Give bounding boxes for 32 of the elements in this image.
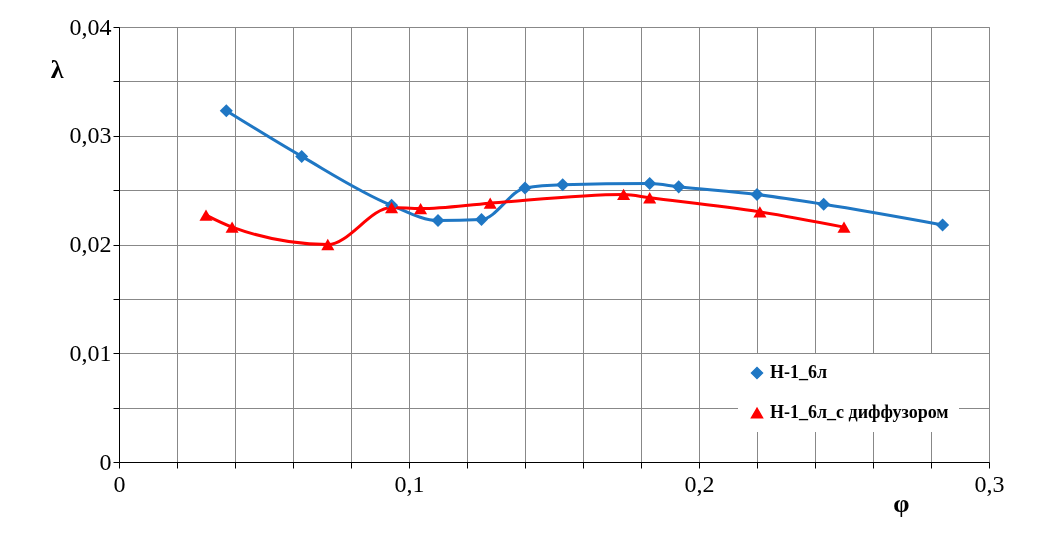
point bbox=[474, 212, 489, 227]
y-tick-label: 0,04 bbox=[69, 13, 112, 40]
y-tick-label: 0,03 bbox=[69, 122, 112, 149]
x-axis-title: φ bbox=[893, 488, 910, 518]
point bbox=[219, 104, 233, 118]
y-tick-label: 0,01 bbox=[69, 339, 112, 366]
point bbox=[672, 180, 686, 194]
point bbox=[750, 187, 764, 201]
point bbox=[483, 197, 497, 209]
point bbox=[556, 178, 570, 192]
x-tick-label: 0,3 bbox=[974, 470, 1005, 497]
x-tick-label: 0,1 bbox=[394, 470, 425, 497]
point bbox=[199, 209, 213, 221]
x-tick-label: 0,2 bbox=[684, 470, 715, 497]
y-axis-title: λ bbox=[50, 54, 64, 84]
point bbox=[643, 192, 657, 204]
point bbox=[936, 218, 950, 232]
y-tick-label: 0 bbox=[99, 448, 112, 475]
point bbox=[753, 206, 767, 218]
point bbox=[837, 221, 851, 233]
point bbox=[295, 149, 309, 163]
point bbox=[431, 214, 445, 228]
point bbox=[321, 238, 335, 251]
point bbox=[643, 177, 657, 191]
point bbox=[817, 197, 831, 211]
point bbox=[414, 202, 428, 215]
point bbox=[225, 221, 239, 233]
point bbox=[617, 188, 631, 201]
legend-label: Н-1_6л bbox=[770, 362, 828, 382]
y-tick-label: 0,02 bbox=[69, 231, 112, 257]
point bbox=[518, 181, 532, 195]
legend-label: Н-1_6л_с диффузором bbox=[770, 402, 949, 422]
